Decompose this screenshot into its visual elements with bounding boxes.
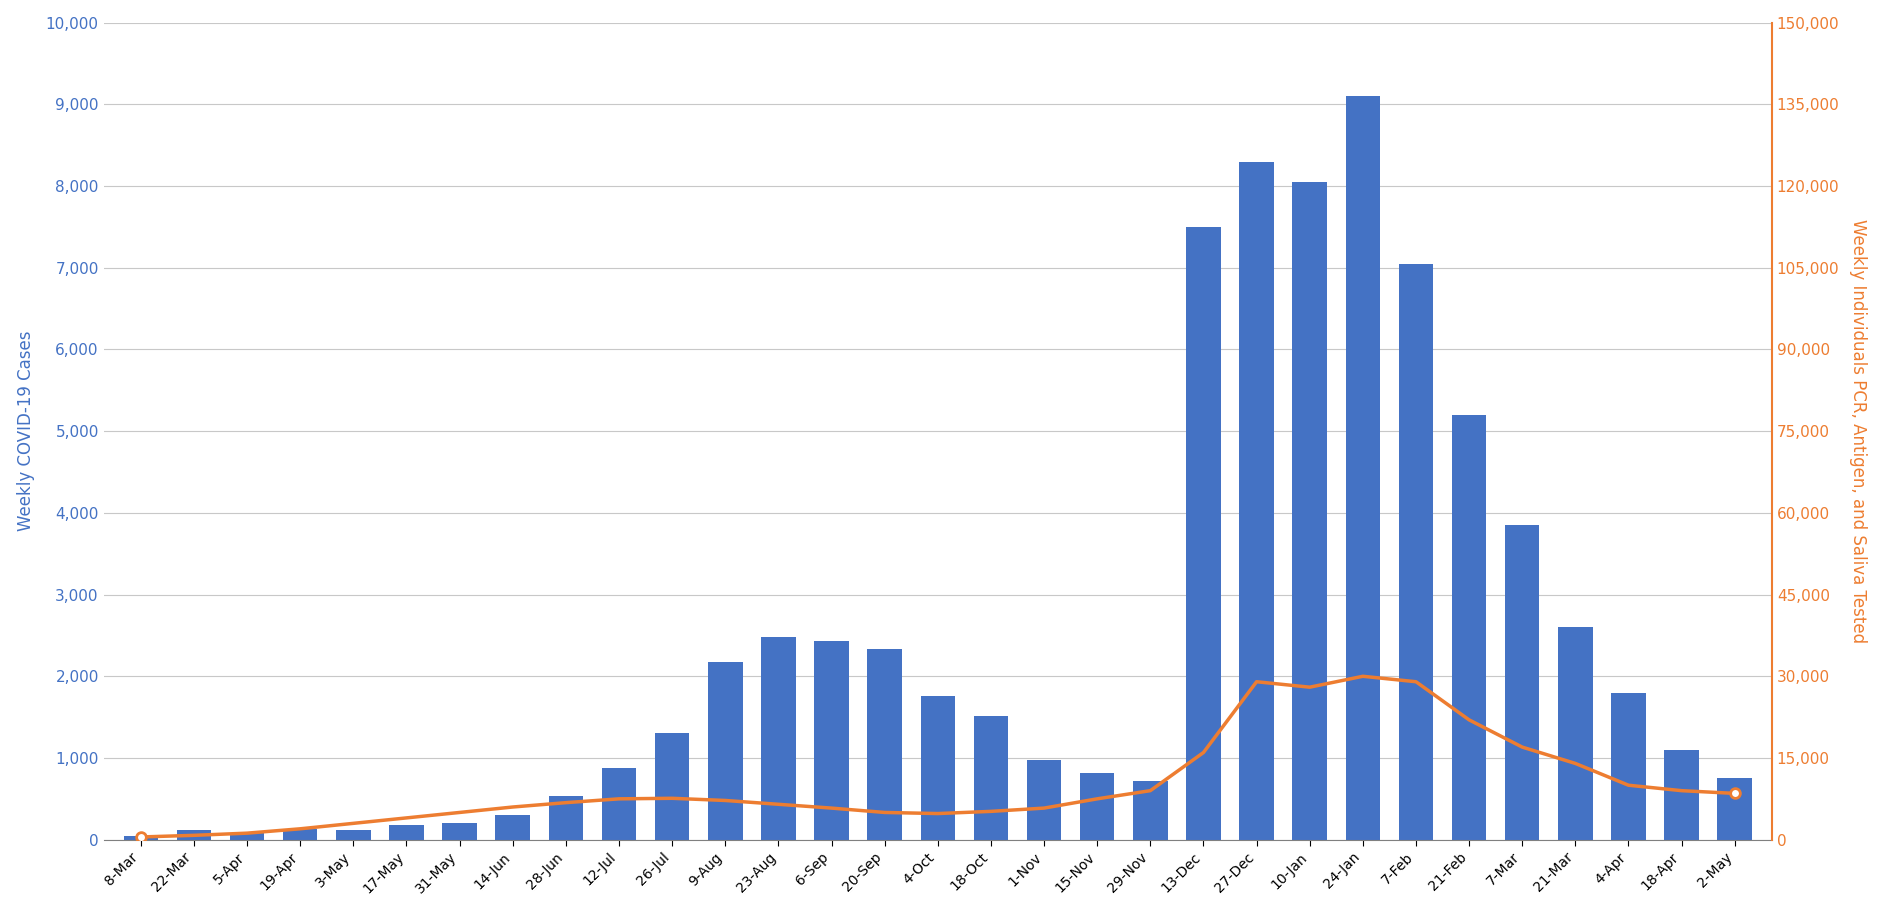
Bar: [1505, 525, 1539, 840]
Bar: [1027, 760, 1061, 840]
Bar: [1080, 772, 1115, 840]
Bar: [921, 696, 955, 840]
Bar: [1292, 182, 1326, 840]
Bar: [761, 637, 795, 840]
Bar: [177, 830, 211, 840]
Bar: [814, 641, 850, 840]
Bar: [708, 662, 742, 840]
Bar: [1345, 96, 1381, 840]
Bar: [495, 815, 529, 840]
Y-axis label: Weekly Individuals PCR, Antigen, and Saliva Tested: Weekly Individuals PCR, Antigen, and Sal…: [1850, 219, 1867, 644]
Bar: [1187, 227, 1221, 840]
Bar: [1664, 750, 1699, 840]
Bar: [443, 824, 477, 840]
Bar: [867, 649, 902, 840]
Bar: [1240, 162, 1274, 840]
Bar: [1453, 415, 1486, 840]
Bar: [1132, 781, 1168, 840]
Bar: [974, 716, 1008, 840]
Bar: [1611, 693, 1647, 840]
Bar: [335, 830, 371, 840]
Bar: [601, 768, 637, 840]
Bar: [390, 825, 424, 840]
Bar: [124, 835, 158, 840]
Bar: [283, 829, 318, 840]
Y-axis label: Weekly COVID-19 Cases: Weekly COVID-19 Cases: [17, 331, 34, 531]
Bar: [1558, 627, 1592, 840]
Bar: [548, 795, 584, 840]
Bar: [1398, 264, 1434, 840]
Bar: [656, 733, 690, 840]
Bar: [1718, 779, 1752, 840]
Bar: [230, 834, 264, 840]
